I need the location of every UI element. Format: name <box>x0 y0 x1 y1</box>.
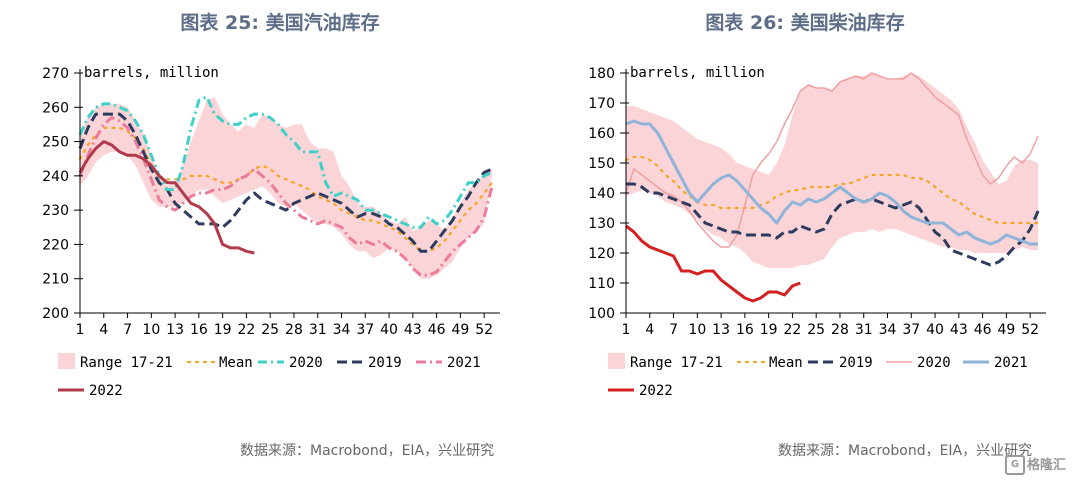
legend-label-2022: 2022 <box>639 383 673 399</box>
y-tick-label: 200 <box>42 306 69 322</box>
x-tick-label: 10 <box>142 322 160 338</box>
series-line-2019 <box>626 182 1040 267</box>
y-tick-label: 270 <box>42 66 69 82</box>
legend-swatch-range <box>608 353 625 369</box>
x-tick-label: 25 <box>261 322 279 338</box>
x-tick-label: 34 <box>879 322 897 338</box>
legend-label-range: Range 17-21 <box>630 355 723 371</box>
x-tick-label: 43 <box>950 322 968 338</box>
chart-title-distillate: 图表 26: 美国柴油库存 <box>705 12 905 34</box>
series-line-2021 <box>625 119 1039 246</box>
y-tick-label: 140 <box>588 186 615 202</box>
legend-label-mean: Mean <box>769 355 803 371</box>
series-line-2022 <box>625 224 801 303</box>
x-tick-label: 22 <box>238 322 256 338</box>
gasoline-inventory-chart: 200 210 220 230 240 250 260 270 1 4 7 10 13 16 19 22 25 2… <box>42 65 500 399</box>
watermark-logo-icon: G <box>1004 455 1025 475</box>
series-line-2020 <box>625 72 1039 248</box>
x-tick-label: 28 <box>285 322 303 338</box>
x-tick-label: 49 <box>451 322 469 338</box>
y-tick-label: 230 <box>42 203 69 219</box>
y-tick-label: 210 <box>42 272 69 288</box>
x-tick-label: 52 <box>1021 322 1039 338</box>
chart-title-gasoline: 图表 25: 美国汽油库存 <box>180 12 380 34</box>
x-tick-label: 19 <box>214 322 232 338</box>
x-tick-label: 10 <box>688 322 706 338</box>
legend-label-2019: 2019 <box>839 355 873 371</box>
x-tick-label: 31 <box>309 322 327 338</box>
legend-label-2019: 2019 <box>368 355 402 371</box>
source-note-distillate: 数据来源：Macrobond，EIA，兴业研究 <box>778 443 1033 459</box>
x-tick-label: 4 <box>99 322 108 338</box>
series-line-2019 <box>78 112 493 253</box>
x-tick-label: 37 <box>356 322 374 338</box>
y-tick-label: 250 <box>42 135 69 151</box>
x-tick-label: 7 <box>669 322 678 338</box>
x-tick-label: 40 <box>926 322 944 338</box>
x-tick-label: 13 <box>166 322 184 338</box>
x-tick-label: 28 <box>831 322 849 338</box>
legend-label-2021: 2021 <box>447 355 481 371</box>
y-tick-label: 160 <box>588 126 615 142</box>
legend-label-2020: 2020 <box>289 355 323 371</box>
y-tick-label: 260 <box>42 100 69 116</box>
legend-label-mean: Mean <box>219 355 253 371</box>
y-tick-label: 150 <box>588 156 615 172</box>
y-tick-label: 130 <box>588 216 615 232</box>
x-tick-label: 40 <box>380 322 398 338</box>
y-tick-label: 110 <box>588 276 615 292</box>
x-tick-label: 7 <box>123 322 132 338</box>
x-tick-label: 1 <box>76 322 85 338</box>
y-tick-label: 100 <box>588 306 615 322</box>
y-tick-label: 170 <box>588 96 615 112</box>
x-tick-label: 16 <box>736 322 754 338</box>
x-tick-label: 37 <box>902 322 920 338</box>
legend-label-2021: 2021 <box>994 355 1028 371</box>
series-line-2021 <box>78 116 494 277</box>
series-line-2022 <box>78 140 255 255</box>
x-tick-label: 46 <box>974 322 992 338</box>
x-tick-label: 49 <box>997 322 1015 338</box>
x-tick-label: 31 <box>855 322 873 338</box>
y-tick-label: 180 <box>588 66 615 82</box>
unit-label: barrels, million <box>630 65 765 81</box>
series-line-2020 <box>78 95 493 229</box>
x-tick-label: 52 <box>475 322 493 338</box>
x-tick-label: 25 <box>807 322 825 338</box>
range-band <box>626 73 1039 268</box>
x-tick-label: 34 <box>333 322 351 338</box>
y-tick-label: 240 <box>42 169 69 185</box>
x-tick-label: 1 <box>622 322 631 338</box>
y-tick-label: 220 <box>42 237 69 253</box>
legend-label-2020: 2020 <box>917 355 951 371</box>
x-tick-label: 4 <box>645 322 654 338</box>
legend-label-range: Range 17-21 <box>80 355 173 371</box>
x-tick-label: 22 <box>784 322 802 338</box>
x-tick-label: 46 <box>428 322 446 338</box>
source-note-gasoline: 数据来源：Macrobond，EIA，兴业研究 <box>240 443 495 459</box>
legend-swatch-range <box>58 353 75 369</box>
watermark: G 格隆汇 <box>1004 454 1066 475</box>
x-tick-label: 13 <box>712 322 730 338</box>
y-tick-label: 120 <box>588 246 615 262</box>
x-tick-label: 19 <box>760 322 778 338</box>
range-band <box>80 97 493 279</box>
legend-label-2022: 2022 <box>89 383 123 399</box>
unit-label: barrels, million <box>84 65 219 81</box>
x-tick-label: 16 <box>190 322 208 338</box>
x-tick-label: 43 <box>404 322 422 338</box>
